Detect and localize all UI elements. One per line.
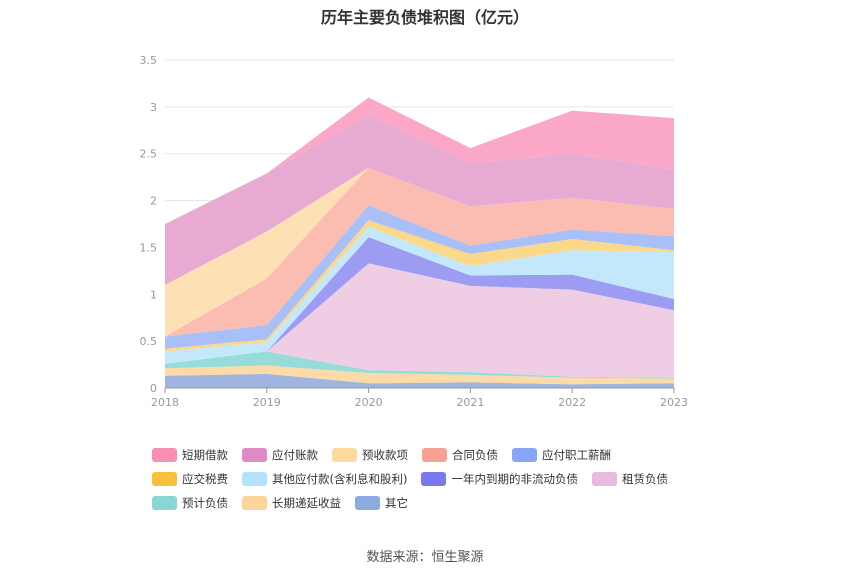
- area-series-5: [165, 226, 674, 364]
- legend-item[interactable]: 应付职工薪酬: [512, 446, 611, 463]
- y-tick-label: 3.5: [140, 54, 158, 67]
- legend-swatch: [152, 447, 177, 462]
- y-tick-label: 1.5: [140, 241, 158, 254]
- x-tick-label: 2019: [253, 396, 281, 409]
- area-series: [165, 97, 674, 388]
- legend-swatch: [152, 471, 177, 486]
- x-tick-label: 2021: [456, 396, 484, 409]
- legend-swatch: [242, 447, 267, 462]
- x-tick-label: 2020: [355, 396, 383, 409]
- area-series-8: [165, 167, 674, 337]
- legend-label: 应付账款: [272, 447, 318, 462]
- legend-label: 合同负债: [452, 447, 498, 462]
- legend-item[interactable]: 应付账款: [242, 446, 318, 463]
- legend-item[interactable]: 其它: [355, 494, 408, 511]
- legend-swatch: [242, 471, 267, 486]
- area-series-11: [165, 97, 674, 224]
- area-series-1: [165, 365, 674, 385]
- legend-item[interactable]: 长期递延收益: [242, 494, 341, 511]
- legend-item[interactable]: 预计负债: [152, 494, 228, 511]
- legend-label: 短期借款: [182, 447, 228, 462]
- legend-swatch: [421, 471, 447, 486]
- legend-label: 预计负债: [182, 495, 228, 510]
- legend-label: 其它: [385, 495, 408, 510]
- legend-swatch: [591, 471, 617, 486]
- area-series-7: [165, 205, 674, 349]
- y-tick-label: 3: [150, 101, 157, 114]
- area-series-9: [165, 167, 674, 337]
- legend-swatch: [422, 447, 447, 462]
- legend-swatch: [332, 447, 357, 462]
- legend-swatch: [355, 495, 380, 510]
- y-tick-label: 2: [150, 195, 157, 208]
- data-source: 数据来源：恒生聚源: [366, 550, 484, 565]
- legend-item[interactable]: 其他应付款(含利息和股利): [242, 470, 407, 487]
- legend-label: 其他应付款(含利息和股利): [272, 471, 408, 486]
- legend-label: 应付职工薪酬: [542, 447, 611, 462]
- y-tick-label: 2.5: [140, 148, 158, 161]
- legend-swatch: [242, 495, 267, 510]
- x-tick-label: 2022: [558, 396, 586, 409]
- x-tick-label: 2018: [151, 396, 179, 409]
- legend-item[interactable]: 短期借款: [152, 446, 228, 463]
- y-tick-label: 0.5: [140, 335, 158, 348]
- legend-swatch: [152, 495, 177, 510]
- stacked-area-chart: 0 0.5 1 1.5 2 2.5 3 3.5 2018 2019 2020 2021 2022 2023: [140, 54, 689, 409]
- legend-item[interactable]: 应交税费: [152, 470, 228, 487]
- area-series-3: [165, 263, 674, 378]
- legend-label: 租赁负债: [621, 471, 668, 486]
- legend-item[interactable]: 合同负债: [422, 446, 498, 463]
- legend-item[interactable]: 一年内到期的非流动负债: [421, 470, 578, 487]
- legend-label: 一年内到期的非流动负债: [451, 471, 578, 486]
- x-tick-label: 2023: [660, 396, 688, 409]
- area-series-10: [165, 115, 674, 285]
- legend-item[interactable]: 租赁负债: [591, 470, 668, 487]
- area-series-0: [165, 373, 674, 388]
- legend: 短期借款 应付账款 预收款项 合同负债 应付职工薪酬应交税费 其他应付款(含利息和股利) 一…: [152, 446, 712, 511]
- chart-title: 历年主要负债堆积图（亿元）: [320, 8, 529, 27]
- y-tick-label: 1: [150, 288, 157, 301]
- axes: 0 0.5 1 1.5 2 2.5 3 3.5 2018 2019 2020 2021 2022 2023: [140, 54, 689, 409]
- legend-swatch: [512, 447, 537, 462]
- area-series-6: [165, 220, 674, 352]
- y-tick-label: 0: [150, 382, 157, 395]
- legend-label: 长期递延收益: [272, 495, 341, 510]
- area-series-2: [165, 351, 674, 379]
- legend-label: 预收款项: [362, 447, 408, 462]
- legend-item[interactable]: 预收款项: [332, 446, 408, 463]
- legend-label: 应交税费: [182, 471, 228, 486]
- area-series-4: [165, 237, 674, 364]
